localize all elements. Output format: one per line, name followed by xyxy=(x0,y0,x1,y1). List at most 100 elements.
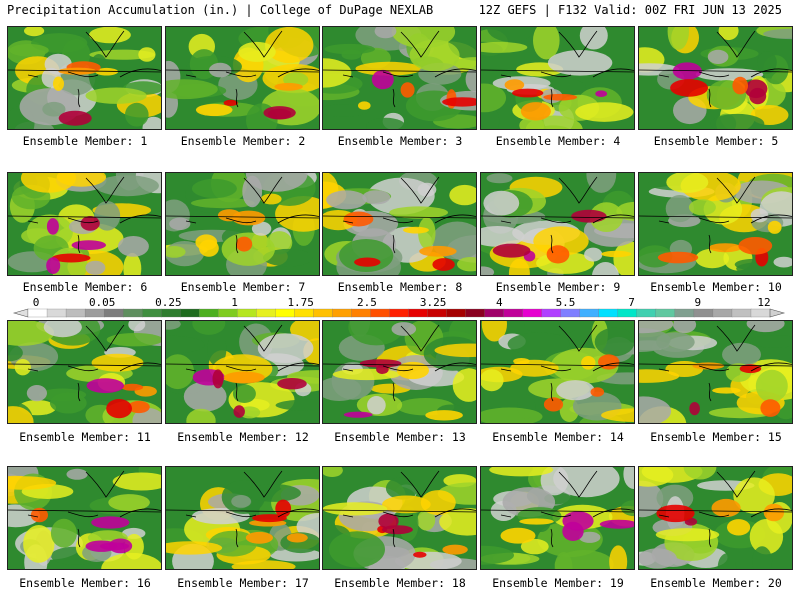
scale-color-swatch xyxy=(122,308,143,318)
ensemble-map-panel xyxy=(638,172,793,276)
scale-color-swatch xyxy=(693,308,714,318)
border-line xyxy=(639,509,792,513)
border-line xyxy=(166,363,319,367)
precip-field xyxy=(481,173,634,275)
border-line xyxy=(323,215,476,219)
scale-color-swatch xyxy=(598,308,619,318)
border-line xyxy=(166,69,319,73)
scale-color-swatch xyxy=(579,308,600,318)
border-line xyxy=(323,69,476,73)
ensemble-member-label: Ensemble Member: 7 xyxy=(180,280,306,294)
border-line xyxy=(639,215,792,219)
precip-field xyxy=(8,321,161,423)
scale-color-swatch xyxy=(161,308,181,318)
scale-color-swatch xyxy=(294,308,315,318)
ensemble-map-panel xyxy=(165,466,320,570)
coastline xyxy=(658,30,792,108)
scale-color-swatch xyxy=(141,308,162,318)
ensemble-map-panel xyxy=(165,320,320,424)
border-line xyxy=(8,363,161,367)
ensemble-map-panel xyxy=(480,26,635,130)
scale-color-swatch xyxy=(674,308,695,318)
border-line xyxy=(8,215,161,219)
precip-field xyxy=(8,467,161,569)
scale-color-swatch xyxy=(712,308,733,318)
scale-color-swatch xyxy=(636,308,657,318)
coastline xyxy=(342,176,476,254)
scale-color-swatch xyxy=(313,308,334,318)
ensemble-map-panel xyxy=(7,466,162,570)
ensemble-member-label: Ensemble Member: 1 xyxy=(22,134,148,148)
scale-color-swatch xyxy=(503,308,524,318)
precip-field xyxy=(323,27,476,129)
ensemble-member-label: Ensemble Member: 11 xyxy=(19,430,151,444)
ensemble-map-panel xyxy=(322,320,477,424)
coastline xyxy=(342,30,476,108)
border-line xyxy=(166,215,319,219)
ensemble-member-label: Ensemble Member: 3 xyxy=(337,134,463,148)
coastline xyxy=(27,324,161,402)
coastline xyxy=(658,324,792,402)
ensemble-member-label: Ensemble Member: 18 xyxy=(334,576,466,590)
scale-color-swatch xyxy=(27,308,48,318)
border-line xyxy=(639,69,792,73)
scale-color-swatch xyxy=(218,308,238,318)
coastline xyxy=(500,30,634,108)
coastline xyxy=(658,470,792,548)
ensemble-map-panel xyxy=(480,466,635,570)
scale-color-swatch xyxy=(522,308,543,318)
ensemble-member-label: Ensemble Member: 2 xyxy=(180,134,306,148)
precip-field xyxy=(166,321,319,423)
scale-color-swatch xyxy=(617,308,638,318)
scale-tick-label: 2.5 xyxy=(357,296,377,309)
ensemble-member-label: Ensemble Member: 4 xyxy=(495,134,621,148)
scale-color-swatch xyxy=(370,308,391,318)
ensemble-map-panel xyxy=(7,320,162,424)
border-line xyxy=(481,215,634,219)
scale-color-swatch xyxy=(65,308,86,318)
ensemble-member-label: Ensemble Member: 9 xyxy=(495,280,621,294)
scale-tick-label: 12 xyxy=(757,296,770,309)
scale-tick-label: 3.25 xyxy=(420,296,447,309)
border-line xyxy=(166,509,319,513)
model-valid-time: 12Z GEFS | F132 Valid: 00Z FRI JUN 13 20… xyxy=(478,3,782,17)
scale-color-swatch xyxy=(484,308,505,318)
precip-color-scale: 0 0.05 0.25 1 1.75 2.5 3.25 4 5.5 7 9 12 xyxy=(12,296,786,318)
coastline xyxy=(658,176,792,254)
ensemble-map-panel xyxy=(322,466,477,570)
scale-color-swatch xyxy=(446,308,467,318)
ensemble-member-label: Ensemble Member: 5 xyxy=(653,134,779,148)
ensemble-map-panel xyxy=(7,26,162,130)
scale-color-swatch xyxy=(541,308,562,318)
scale-right-arrow xyxy=(769,308,786,318)
ensemble-map-panel xyxy=(7,172,162,276)
precip-field xyxy=(166,173,319,275)
scale-color-swatch xyxy=(389,308,410,318)
ensemble-member-label: Ensemble Member: 12 xyxy=(177,430,309,444)
scale-left-arrow xyxy=(12,308,29,318)
precip-field xyxy=(323,321,476,423)
precip-field xyxy=(481,321,634,423)
scale-color-swatch xyxy=(199,308,219,318)
ensemble-map-panel xyxy=(638,466,793,570)
precip-field xyxy=(481,27,634,129)
ensemble-member-label: Ensemble Member: 19 xyxy=(492,576,624,590)
coastline xyxy=(342,470,476,548)
ensemble-map-panel xyxy=(165,26,320,130)
ensemble-member-label: Ensemble Member: 20 xyxy=(650,576,782,590)
coastline xyxy=(185,470,319,548)
scale-color-swatch xyxy=(465,308,486,318)
precip-field xyxy=(166,27,319,129)
coastline xyxy=(185,176,319,254)
ensemble-member-label: Ensemble Member: 17 xyxy=(177,576,309,590)
scale-color-swatch xyxy=(180,308,200,318)
scale-color-swatch xyxy=(731,308,752,318)
ensemble-member-label: Ensemble Member: 8 xyxy=(337,280,463,294)
scale-color-swatch xyxy=(237,308,257,318)
coastline xyxy=(500,176,634,254)
coastline xyxy=(27,176,161,254)
precip-field xyxy=(481,467,634,569)
ensemble-member-label: Ensemble Member: 6 xyxy=(22,280,148,294)
ensemble-map-panel xyxy=(638,26,793,130)
scale-color-swatch xyxy=(427,308,448,318)
